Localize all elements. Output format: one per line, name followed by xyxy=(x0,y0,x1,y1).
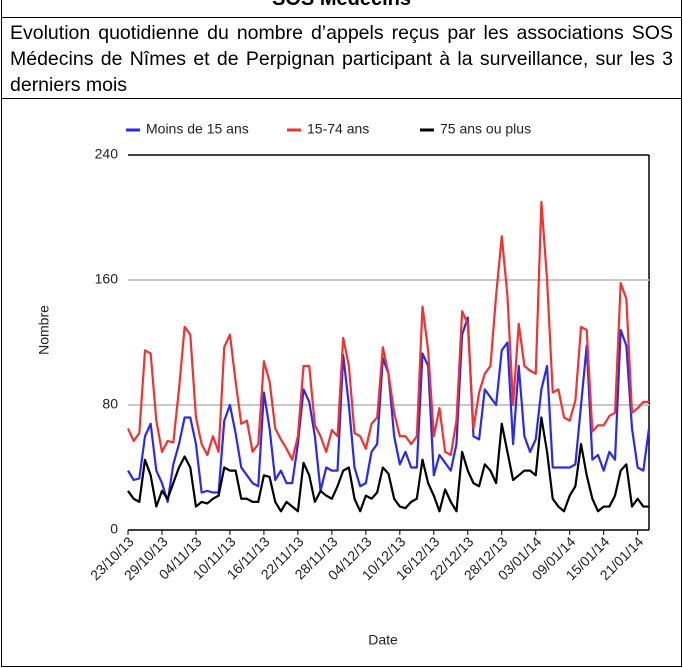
y-tick-label: 240 xyxy=(95,146,119,162)
y-tick-label: 160 xyxy=(95,271,119,287)
legend-label: 75 ans ou plus xyxy=(440,121,531,137)
chart-title: Evolution quotidienne du nombre d’appels… xyxy=(2,17,681,99)
series-line xyxy=(126,200,649,461)
y-tick-label: 0 xyxy=(110,521,118,537)
x-axis-label: Date xyxy=(368,632,398,648)
y-axis-label: Nombre xyxy=(36,305,52,355)
legend-label: 15-74 ans xyxy=(307,121,369,137)
series-line xyxy=(127,416,649,513)
legend-label: Moins de 15 ans xyxy=(146,121,249,137)
page-heading: SOS Médecins xyxy=(2,0,681,11)
y-tick-label: 80 xyxy=(102,396,118,412)
